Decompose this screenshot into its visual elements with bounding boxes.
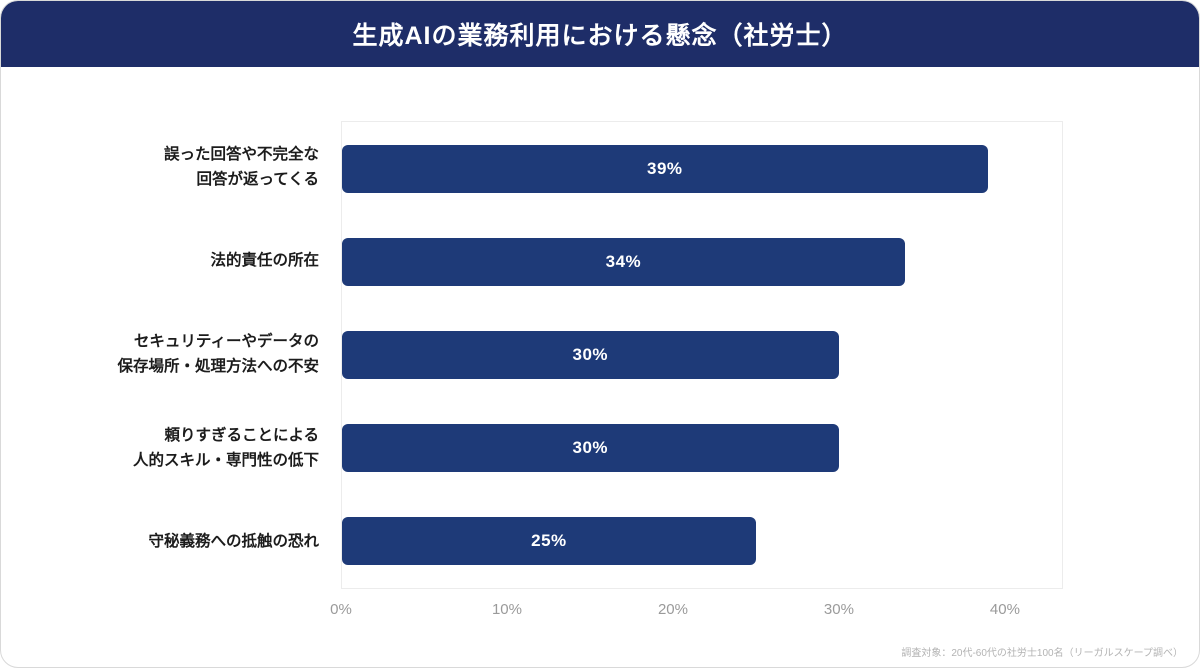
bar-value-label: 39% [646,158,683,178]
bar-value-label: 25% [531,531,567,551]
bar-row: 34% [342,215,1062,308]
plot-area: 39% 34% 30% 30% 25% [341,121,1063,589]
x-axis: 0% 10% 20% 30% 40% [330,589,1063,625]
bar: 34% [342,237,905,286]
bar: 30% [342,424,839,473]
bar-row: 25% [342,495,1062,588]
x-axis-tick-label: 20% [657,601,688,618]
bar-value-label: 34% [605,251,642,271]
bar-row: 39% [342,122,1062,215]
chart-title: 生成AIの業務利用における懸念（社労士） [352,22,848,50]
survey-footnote: 調査対象：20代-60代の社労士100名（リーガルスケープ調べ） [901,648,1183,659]
bar-row: 30% [342,308,1062,401]
bar: 30% [342,331,839,379]
bar: 25% [342,517,756,566]
bar-value-label: 30% [572,438,609,458]
category-label: 守秘義務への抵触の恐れ [148,532,319,550]
bar-row: 30% [342,402,1062,495]
x-axis-tick-label: 40% [989,601,1020,618]
x-axis-tick-label: 10% [491,601,522,618]
category-label: 頼りすぎることによる 人的スキル・専門性の低下 [132,426,319,469]
category-label: セキュリティーやデータの 保存場所・処理方法への不安 [117,333,319,375]
bar-chart: 誤った回答や不完全な 回答が返ってくる法的責任の所在セキュリティーやデータの 保… [1,121,1063,589]
bar: 39% [342,144,988,193]
x-axis-tick-label: 0% [330,601,352,618]
category-labels: 誤った回答や不完全な 回答が返ってくる法的責任の所在セキュリティーやデータの 保… [1,121,341,589]
category-label: 法的責任の所在 [210,251,319,269]
x-axis-tick-label: 30% [823,601,854,618]
bar-value-label: 30% [572,345,609,364]
category-label: 誤った回答や不完全な 回答が返ってくる [163,146,319,188]
title-banner: 生成AIの業務利用における懸念（社労士） [1,1,1199,67]
